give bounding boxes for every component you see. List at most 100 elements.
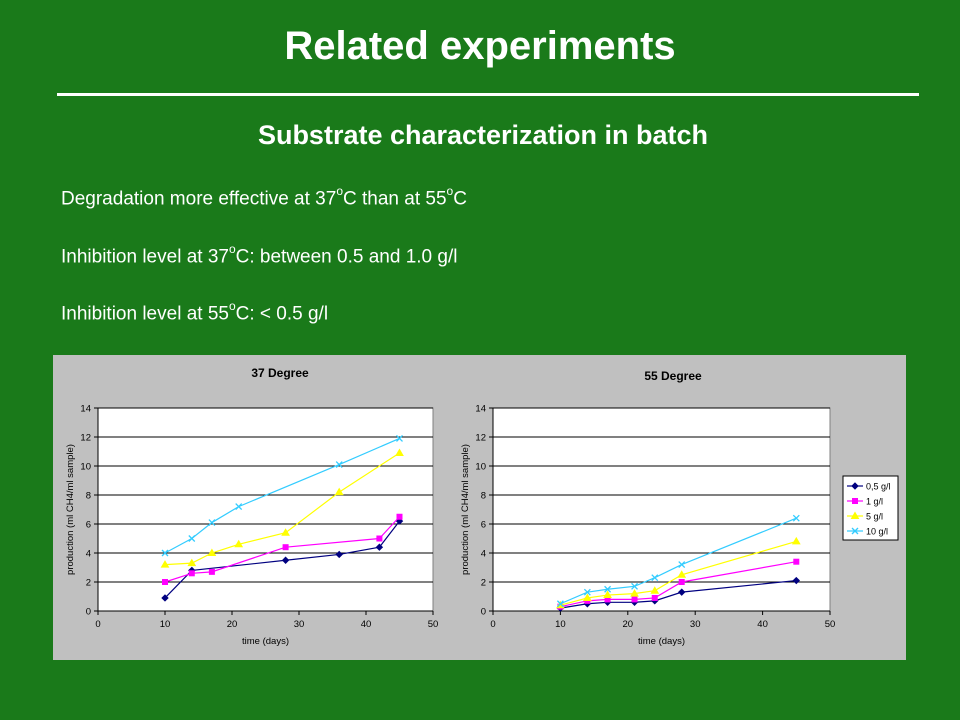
data-point [631,596,638,603]
series-10-g-l [161,434,403,557]
data-point [207,548,217,556]
slide-subtitle: Substrate characterization in batch [257,120,709,150]
x-axis-label: time (days) [638,636,685,647]
series-line [164,516,400,583]
data-point [235,503,243,511]
data-point [161,549,169,557]
y-tick-label: 14 [80,404,91,415]
data-point-stroke [851,527,859,535]
bullet-text: C than at 55 [343,188,447,210]
data-point [791,536,801,545]
data-point [851,527,859,535]
data-point [556,600,564,608]
data-point-stroke [335,461,343,469]
x-tick-label: 30 [294,619,305,630]
data-point [187,558,197,567]
data-point [651,574,659,582]
data-point [234,539,244,548]
data-point [395,448,404,456]
data-point [677,570,687,578]
data-point-stroke [583,588,591,596]
chart-1: 55 Degree 0 2 4 6 8 10 12 14 0 10 20 30 40 50 time (day… [460,369,899,647]
data-point-stroke [235,503,243,511]
data-point [160,560,170,568]
series-5-g-l [556,536,801,609]
x-tick-label: 0 [95,619,100,630]
y-tick-label: 10 [80,462,91,473]
y-tick-label: 4 [86,549,91,560]
data-point [188,535,196,542]
data-point [208,519,216,527]
data-point [678,579,685,585]
series-line [164,437,400,554]
data-point [604,585,612,593]
plot-area [97,407,434,612]
y-tick-label: 2 [481,578,486,589]
bullet-text: C: < 0.5 g/l [235,303,329,325]
bullet-text: C [453,188,467,210]
bullet-text: Inhibition level at 37 [61,246,229,268]
data-point-stroke [651,574,659,582]
x-tick-label: 50 [428,619,439,630]
y-axis-label: production (ml CH4/ml sample) [65,444,76,575]
y-tick-label: 12 [475,433,486,444]
legend-label: 0,5 g/l [866,482,891,492]
data-point [792,576,801,585]
y-tick-label: 12 [80,433,91,444]
series-1-g-l [162,513,403,585]
data-point-stroke [208,519,216,527]
y-tick-label: 0 [86,607,91,618]
data-point [396,513,403,520]
data-point [630,589,639,597]
series-5-g-l [160,448,404,568]
plot-area [492,407,831,612]
data-point [650,586,660,594]
data-point [282,544,289,551]
x-tick-label: 0 [490,619,495,630]
y-axis-label: production (ml CH4/ml sample) [460,444,471,575]
y-tick-label: 4 [481,549,486,560]
bullet-text: C: between 0.5 and 1.0 g/l [235,246,458,268]
data-point [188,570,195,577]
data-point [678,561,686,569]
data-point-stroke [556,600,564,608]
data-point-stroke [604,585,612,593]
bullet-degradation: Degradation more effective at 37oC than … [61,184,467,210]
chart-title: 37 Degree [251,366,309,380]
superscript: o [228,242,236,256]
legend-label: 10 g/l [866,527,888,537]
data-point-stroke [631,582,638,590]
y-tick-label: 6 [86,520,91,531]
chart-panel: 37 Degree 0 2 4 6 8 10 12 14 0 10 20 30 40 50 time (day… [53,355,906,660]
data-point [281,528,290,536]
bullet-inhibition-37: Inhibition level at 37oC: between 0.5 an… [61,242,458,268]
data-point [335,550,343,559]
bullet-inhibition-55: Inhibition level at 55oC: < 0.5 g/l [61,299,329,325]
data-point [396,434,403,442]
x-tick-label: 20 [623,619,634,630]
y-tick-label: 14 [475,404,486,415]
data-point [583,588,591,596]
series-10-g-l [556,514,800,608]
x-tick-label: 30 [690,619,701,630]
superscript: o [228,299,236,313]
data-point-stroke [396,434,403,442]
title-divider [57,93,919,96]
data-point [208,568,215,575]
data-point [793,558,800,565]
x-axis-label: time (days) [242,636,289,647]
data-point [792,514,800,522]
x-tick-label: 10 [160,619,171,630]
y-tick-label: 8 [481,491,486,502]
chart-0: 37 Degree 0 2 4 6 8 10 12 14 0 10 20 30 40 50 time (day… [65,366,438,647]
superscript: o [336,184,344,198]
y-tick-label: 6 [481,520,486,531]
data-point [162,579,168,585]
data-point [851,482,859,490]
y-tick-label: 8 [86,491,91,502]
data-point [582,593,592,601]
bullet-text: Inhibition level at 55 [61,303,229,325]
bullet-text: Degradation more effective at 37 [61,188,337,210]
data-point-stroke [678,561,686,569]
